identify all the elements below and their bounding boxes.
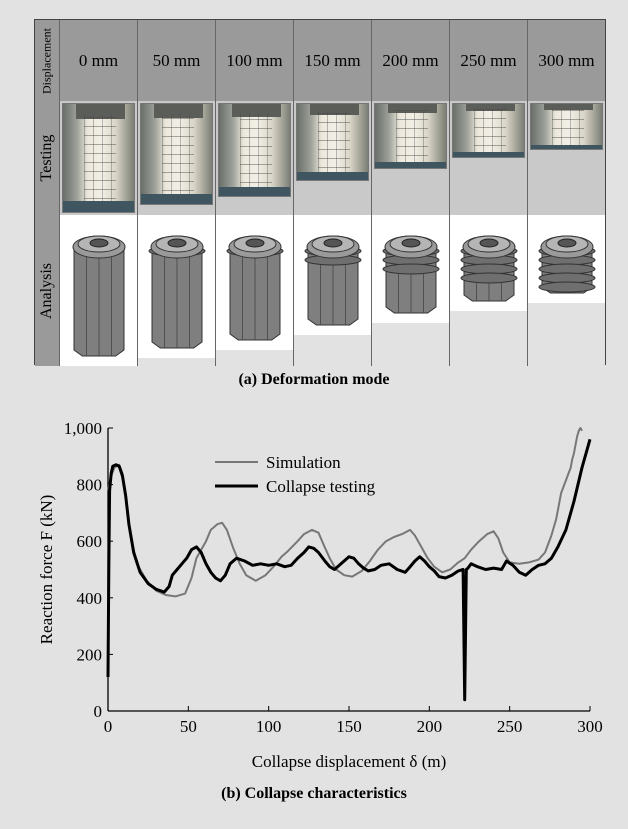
testing-cell-0 — [59, 101, 137, 215]
column-header-2: 100 mm — [215, 20, 293, 101]
series-line-simulation — [107, 427, 583, 598]
fem-model — [72, 235, 126, 357]
analysis-cell-3 — [293, 215, 371, 366]
testing-cell-6 — [527, 101, 605, 215]
y-tick-label: 0 — [94, 702, 103, 721]
row-label-displacement: Displacement — [35, 20, 60, 101]
displacement-row: Displacement 0 mm 50 mm 100 mm 150 mm 200 mm… — [35, 20, 605, 102]
fem-model — [148, 235, 206, 349]
collapse-chart: 0 50 100 150 200 250 300 0 200 400 600 800 1,000 Sim… — [37, 419, 603, 771]
x-tick-label: 200 — [417, 717, 443, 736]
column-header-5: 250 mm — [449, 20, 527, 101]
y-axis-label: Reaction force F (kN) — [37, 495, 56, 645]
fem-model — [304, 235, 362, 326]
legend-label: Collapse testing — [266, 477, 376, 496]
testing-cell-3 — [293, 101, 371, 215]
deformation-mode-table: Displacement 0 mm 50 mm 100 mm 150 mm 200 mm… — [34, 19, 606, 366]
test-photo — [530, 103, 603, 150]
testing-cell-2 — [215, 101, 293, 215]
row-label-testing: Testing — [35, 101, 60, 215]
fem-model — [226, 235, 284, 341]
y-tick-label: 400 — [77, 589, 103, 608]
column-header-1: 50 mm — [137, 20, 215, 101]
testing-cell-1 — [137, 101, 215, 215]
legend-label: Simulation — [266, 453, 341, 472]
caption-deformation-mode: (a) Deformation mode — [238, 371, 390, 388]
column-header-label: 100 mm — [226, 50, 283, 70]
y-tick-label: 1,000 — [64, 419, 102, 438]
test-photo — [296, 103, 369, 181]
x-tick-label: 250 — [497, 717, 523, 736]
fem-model — [382, 235, 440, 314]
fem-model — [538, 235, 596, 294]
test-photo — [452, 103, 525, 158]
column-header-label: 200 mm — [382, 50, 439, 70]
analysis-cell-4 — [371, 215, 449, 366]
testing-cell-4 — [371, 101, 449, 215]
analysis-cell-6 — [527, 215, 605, 366]
x-axis-label: Collapse displacement δ (m) — [252, 752, 447, 771]
analysis-cell-5 — [449, 215, 527, 366]
test-photo — [62, 103, 135, 213]
test-photo — [218, 103, 291, 197]
x-tick-label: 50 — [180, 717, 197, 736]
analysis-cell-1 — [137, 215, 215, 366]
x-tick-label: 100 — [256, 717, 282, 736]
testing-cell-5 — [449, 101, 527, 215]
y-tick-label: 800 — [77, 476, 103, 495]
chart-legend: Simulation Collapse testing — [215, 453, 376, 496]
series-line-collapse-testing — [106, 438, 592, 702]
analysis-row: Analysis — [35, 215, 605, 366]
analysis-cell-2 — [215, 215, 293, 366]
column-header-0: 0 mm — [59, 20, 137, 101]
x-tick-label: 150 — [336, 717, 362, 736]
fem-model — [460, 235, 518, 302]
y-tick-label: 200 — [77, 645, 103, 664]
row-label-analysis: Analysis — [35, 215, 60, 366]
y-tick-label: 600 — [77, 532, 103, 551]
column-header-4: 200 mm — [371, 20, 449, 101]
analysis-cell-0 — [59, 215, 137, 366]
column-header-3: 150 mm — [293, 20, 371, 101]
column-header-label: 50 mm — [152, 50, 201, 70]
testing-row: Testing — [35, 101, 605, 216]
column-header-label: 250 mm — [460, 50, 517, 70]
x-tick-label: 0 — [104, 717, 113, 736]
caption-collapse-characteristics: (b) Collapse characteristics — [221, 785, 407, 802]
column-header-label: 0 mm — [78, 50, 119, 70]
test-photo — [140, 103, 213, 205]
column-header-label: 300 mm — [538, 50, 595, 70]
column-header-label: 150 mm — [304, 50, 361, 70]
x-tick-label: 300 — [577, 717, 603, 736]
column-header-6: 300 mm — [527, 20, 605, 101]
test-photo — [374, 103, 447, 169]
chart-series — [106, 427, 592, 702]
